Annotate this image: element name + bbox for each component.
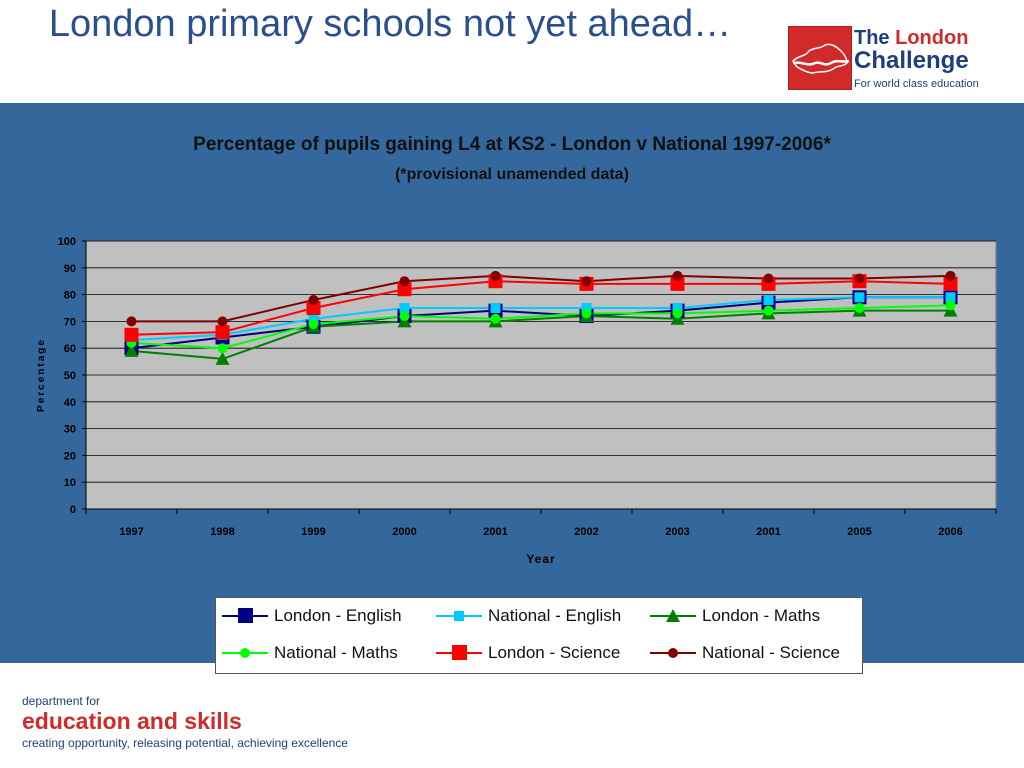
- data-point-s1-3: [399, 303, 410, 313]
- x-tick-label: 2006: [938, 526, 962, 538]
- data-point-s1-7: [763, 294, 774, 305]
- data-point-s1-6: [672, 303, 683, 313]
- data-point-s2-0: [124, 343, 139, 357]
- data-point-s4-6: [670, 276, 685, 291]
- legend-swatch: [650, 609, 696, 622]
- y-tick-label: 30: [64, 424, 76, 436]
- data-point-s3-4: [490, 313, 501, 324]
- data-point-s4-1: [215, 325, 230, 340]
- series-line-1: [131, 296, 951, 342]
- data-point-s5-4: [490, 270, 501, 281]
- data-point-s3-6: [672, 308, 683, 319]
- data-point-s1-9: [945, 292, 956, 303]
- series-line-4: [131, 280, 951, 336]
- dfes-logo: department for education and skills crea…: [22, 694, 442, 756]
- data-point-s5-5: [581, 276, 592, 287]
- x-tick-label: 1998: [210, 526, 234, 538]
- data-point-s4-2: [306, 301, 321, 315]
- london-map-icon: [788, 26, 852, 90]
- y-tick-label: 90: [64, 263, 76, 275]
- slide-title: London primary schools not yet ahead…: [48, 3, 732, 45]
- chart-legend: London - English National - English London…: [215, 597, 863, 674]
- data-point-s1-5: [581, 303, 592, 313]
- chart-subtitle: (*provisional unamended data): [395, 166, 629, 183]
- legend-item: National - Science: [650, 638, 840, 668]
- x-tick-label: 2001: [483, 526, 507, 538]
- legend-label: National - Maths: [274, 643, 398, 662]
- x-tick-label: 1999: [301, 526, 325, 538]
- legend-item: National - Maths: [222, 638, 398, 668]
- y-tick-label: 60: [64, 343, 76, 355]
- logo-the-word: The: [854, 27, 890, 49]
- y-tick-label: 40: [64, 397, 76, 409]
- legend-swatch: [436, 645, 482, 660]
- data-point-s3-9: [945, 300, 956, 311]
- legend-label: National - Science: [702, 643, 840, 662]
- chart-title: Percentage of pupils gaining L4 at KS2 -…: [193, 134, 831, 155]
- data-point-s3-8: [854, 303, 865, 313]
- data-point-s5-8: [854, 273, 865, 284]
- data-point-s4-3: [397, 282, 412, 297]
- data-point-s5-6: [672, 270, 683, 281]
- x-tick-label: 1997: [119, 526, 143, 538]
- legend-label: London - Maths: [702, 606, 821, 625]
- legend-swatch: [436, 611, 482, 621]
- y-tick-label: 80: [64, 290, 76, 302]
- logo-london-word: London: [895, 27, 969, 49]
- series-line-2: [131, 309, 951, 360]
- y-tick-label: 20: [64, 450, 76, 462]
- data-point-s5-3: [399, 276, 410, 287]
- data-point-s3-2: [308, 319, 319, 330]
- series-line-0: [131, 296, 951, 350]
- data-point-s3-3: [399, 311, 410, 322]
- series-line-3: [131, 304, 951, 350]
- x-tick-label: 2001: [756, 526, 780, 538]
- x-tick-label: 2000: [392, 526, 416, 538]
- data-point-s5-7: [763, 273, 774, 284]
- data-point-s3-5: [581, 308, 592, 319]
- legend-item: London - Science: [436, 638, 620, 668]
- data-point-s4-0: [124, 327, 139, 342]
- x-tick-label: 2002: [574, 526, 598, 538]
- legend-swatch: [222, 648, 268, 658]
- data-point-s5-1: [217, 316, 228, 327]
- data-point-s5-0: [126, 316, 137, 327]
- logo-tagline: For world class education: [854, 78, 979, 90]
- x-tick-label: 2005: [847, 526, 871, 538]
- legend-label: London - English: [274, 606, 402, 625]
- data-point-s1-2: [308, 313, 319, 324]
- dfes-tagline: creating opportunity, releasing potentia…: [22, 736, 348, 750]
- legend-swatch: [650, 648, 696, 658]
- legend-label: London - Science: [488, 643, 621, 662]
- legend-item: London - English: [222, 601, 402, 631]
- legend-item: National - English: [436, 601, 621, 631]
- data-point-s1-4: [490, 303, 501, 313]
- data-point-s4-9: [943, 276, 958, 291]
- data-point-s5-2: [308, 294, 319, 305]
- dfes-line-1: department for: [22, 694, 101, 708]
- y-tick-label: 50: [64, 370, 76, 382]
- x-tick-label: 2003: [665, 526, 689, 538]
- y-tick-label: 0: [70, 504, 76, 516]
- y-axis-label: Percentage: [36, 338, 47, 412]
- data-point-s2-1: [215, 351, 230, 365]
- london-challenge-logo: The London Challenge For world class edu…: [788, 26, 998, 94]
- data-point-s3-7: [763, 305, 774, 316]
- y-tick-label: 70: [64, 316, 76, 328]
- dfes-line-2: education and skills: [22, 708, 242, 734]
- y-tick-label: 10: [64, 477, 76, 489]
- x-axis-label: Year: [526, 552, 555, 566]
- legend-item: London - Maths: [650, 601, 820, 631]
- data-point-s3-1: [217, 343, 228, 354]
- logo-the-london: The London: [854, 26, 968, 50]
- logo-challenge-word: Challenge: [854, 47, 969, 74]
- y-tick-label: 100: [58, 236, 76, 248]
- data-point-s1-8: [854, 292, 865, 303]
- legend-label: National - English: [488, 606, 622, 625]
- series-line-5: [131, 274, 951, 323]
- legend-swatch: [222, 608, 268, 623]
- data-point-s5-9: [945, 270, 956, 281]
